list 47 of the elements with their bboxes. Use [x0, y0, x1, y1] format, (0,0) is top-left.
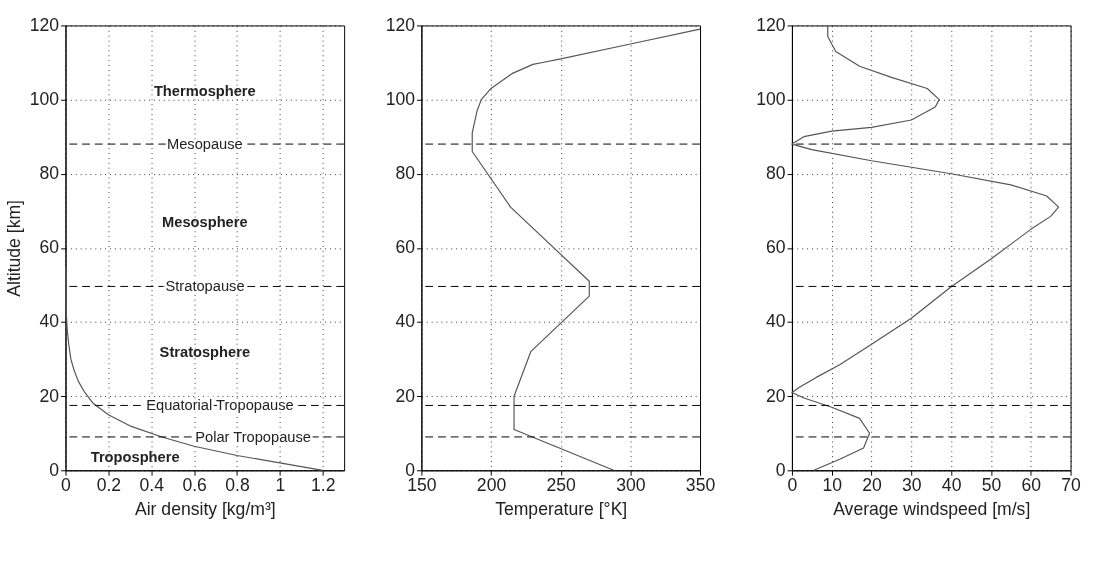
y-tick-label: 80: [766, 163, 786, 184]
annotation: Thermosphere: [153, 82, 256, 99]
y-tick-label: 60: [766, 237, 786, 258]
x-tick-label: 60: [1021, 475, 1042, 496]
y-tick-label: 20: [766, 385, 786, 406]
y-tick-label: 80: [39, 163, 60, 184]
y-tick-label: 40: [766, 311, 786, 332]
annotation: Stratosphere: [159, 343, 251, 360]
y-tick-label: 0: [49, 459, 60, 480]
y-tick-label: 40: [395, 311, 416, 332]
y-tick-label: 40: [39, 311, 60, 332]
x-axis-title: Average windspeed [m/s]: [833, 498, 1031, 519]
y-tick-label: 100: [29, 88, 60, 109]
y-tick-label: 100: [385, 88, 416, 109]
x-tick-label: 20: [862, 475, 883, 496]
y-tick-label: 120: [385, 14, 416, 35]
x-tick-label: 0.8: [225, 475, 250, 496]
y-tick-label: 120: [756, 14, 786, 35]
y-tick-label: 80: [395, 163, 416, 184]
y-tick-label: 100: [756, 88, 786, 109]
x-tick-label: 200: [476, 475, 507, 496]
y-tick-label: 0: [775, 459, 786, 480]
x-tick-label: 300: [616, 475, 646, 496]
x-tick-label: 150: [407, 475, 437, 496]
x-tick-label: 1: [275, 475, 286, 496]
x-tick-label: 30: [902, 475, 922, 496]
x-axis-title: Air density [kg/m³]: [134, 498, 276, 519]
x-axis-title: Temperature [°K]: [495, 498, 628, 519]
annotation: Mesosphere: [162, 214, 248, 231]
ref-line-label: Mesopause: [166, 135, 243, 152]
y-tick-label: 120: [29, 14, 60, 35]
x-tick-label: 0.4: [139, 475, 165, 496]
x-tick-label: 50: [981, 475, 1002, 496]
x-tick-label: 1.2: [310, 475, 336, 496]
annotation: Troposphere: [90, 448, 180, 465]
x-tick-label: 70: [1061, 475, 1082, 496]
x-tick-label: 350: [685, 475, 716, 496]
y-tick-label: 20: [395, 385, 416, 406]
x-tick-label: 40: [941, 475, 962, 496]
y-tick-label: 20: [39, 385, 60, 406]
x-tick-label: 10: [822, 475, 843, 496]
y-tick-label: 60: [395, 237, 416, 258]
y-tick-label: 60: [39, 237, 60, 258]
x-tick-label: 0.2: [96, 475, 122, 496]
x-tick-label: 0.6: [182, 475, 207, 496]
x-tick-label: 250: [546, 475, 577, 496]
y-axis-title: Altitude [km]: [4, 200, 25, 297]
